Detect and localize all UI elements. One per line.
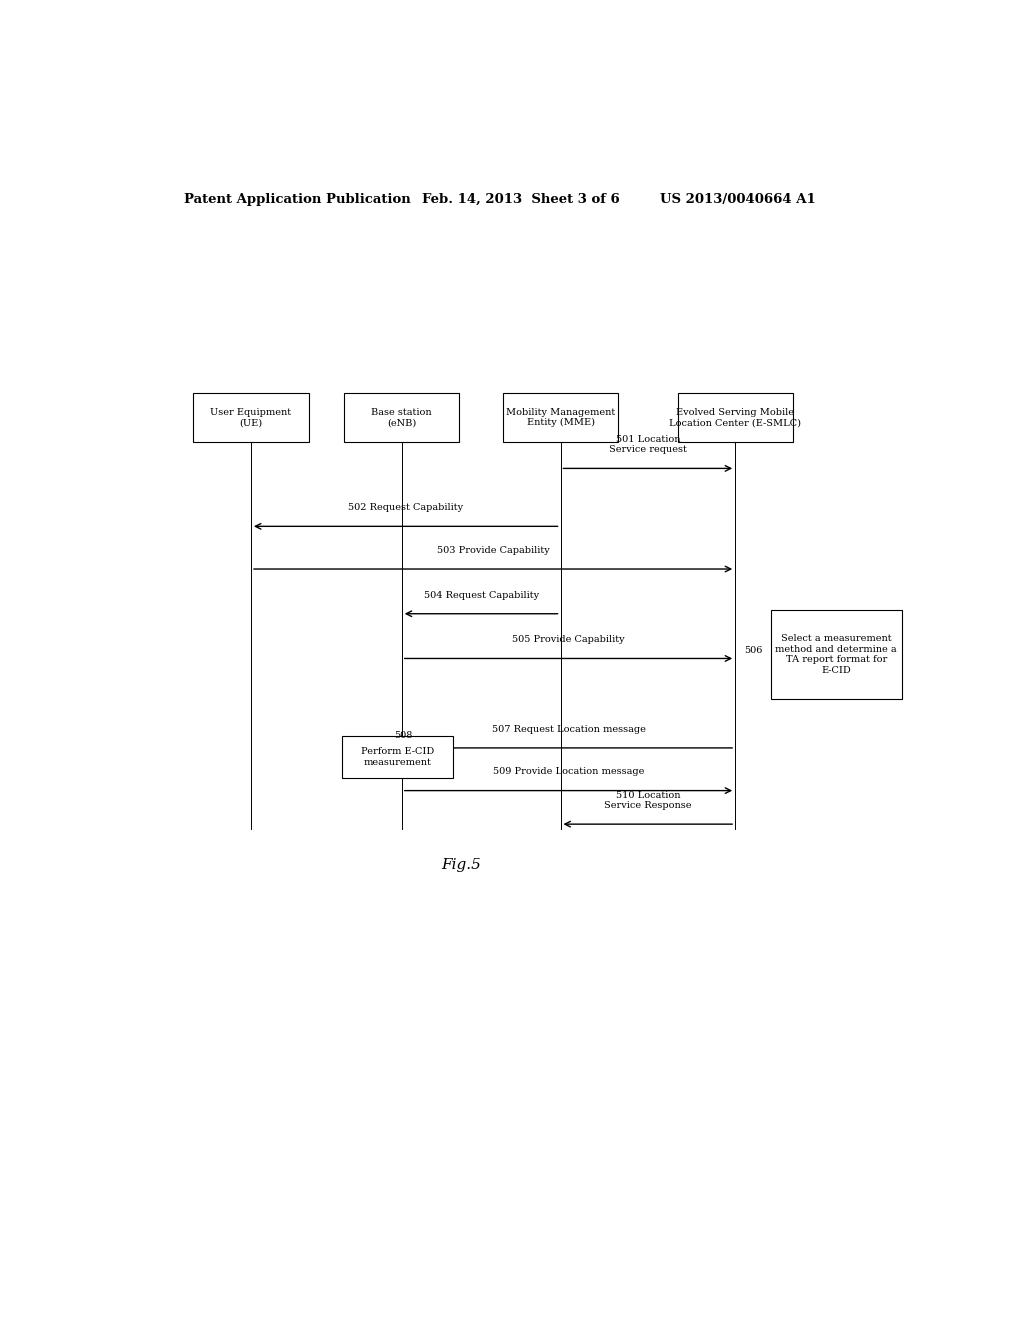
Text: 506: 506 — [744, 645, 763, 655]
FancyBboxPatch shape — [503, 393, 618, 442]
FancyBboxPatch shape — [342, 735, 454, 779]
Text: 501 Location
Service request: 501 Location Service request — [609, 434, 687, 454]
Text: User Equipment
(UE): User Equipment (UE) — [211, 408, 292, 428]
Text: Perform E-CID
measurement: Perform E-CID measurement — [361, 747, 434, 767]
FancyBboxPatch shape — [194, 393, 308, 442]
Text: Feb. 14, 2013  Sheet 3 of 6: Feb. 14, 2013 Sheet 3 of 6 — [422, 193, 620, 206]
Text: Select a measurement
method and determine a
TA report format for
E-CID: Select a measurement method and determin… — [775, 635, 897, 675]
Text: Fig.5: Fig.5 — [441, 858, 481, 871]
FancyBboxPatch shape — [678, 393, 793, 442]
Text: Patent Application Publication: Patent Application Publication — [183, 193, 411, 206]
Text: 510 Location
Service Response: 510 Location Service Response — [604, 791, 691, 810]
Text: 509 Provide Location message: 509 Provide Location message — [493, 767, 644, 776]
Text: 508: 508 — [394, 731, 413, 739]
Text: Mobility Management
Entity (MME): Mobility Management Entity (MME) — [506, 408, 615, 428]
Text: US 2013/0040664 A1: US 2013/0040664 A1 — [659, 193, 815, 206]
FancyBboxPatch shape — [771, 610, 902, 700]
Text: 505 Provide Capability: 505 Provide Capability — [512, 635, 625, 644]
FancyBboxPatch shape — [344, 393, 460, 442]
Text: 504 Request Capability: 504 Request Capability — [424, 590, 539, 599]
Text: 503 Provide Capability: 503 Provide Capability — [436, 545, 550, 554]
Text: Base station
(eNB): Base station (eNB) — [372, 408, 432, 428]
Text: Evolved Serving Mobile
Location Center (E-SMLC): Evolved Serving Mobile Location Center (… — [669, 408, 801, 428]
Text: 507 Request Location message: 507 Request Location message — [492, 725, 645, 734]
Text: 502 Request Capability: 502 Request Capability — [348, 503, 463, 512]
